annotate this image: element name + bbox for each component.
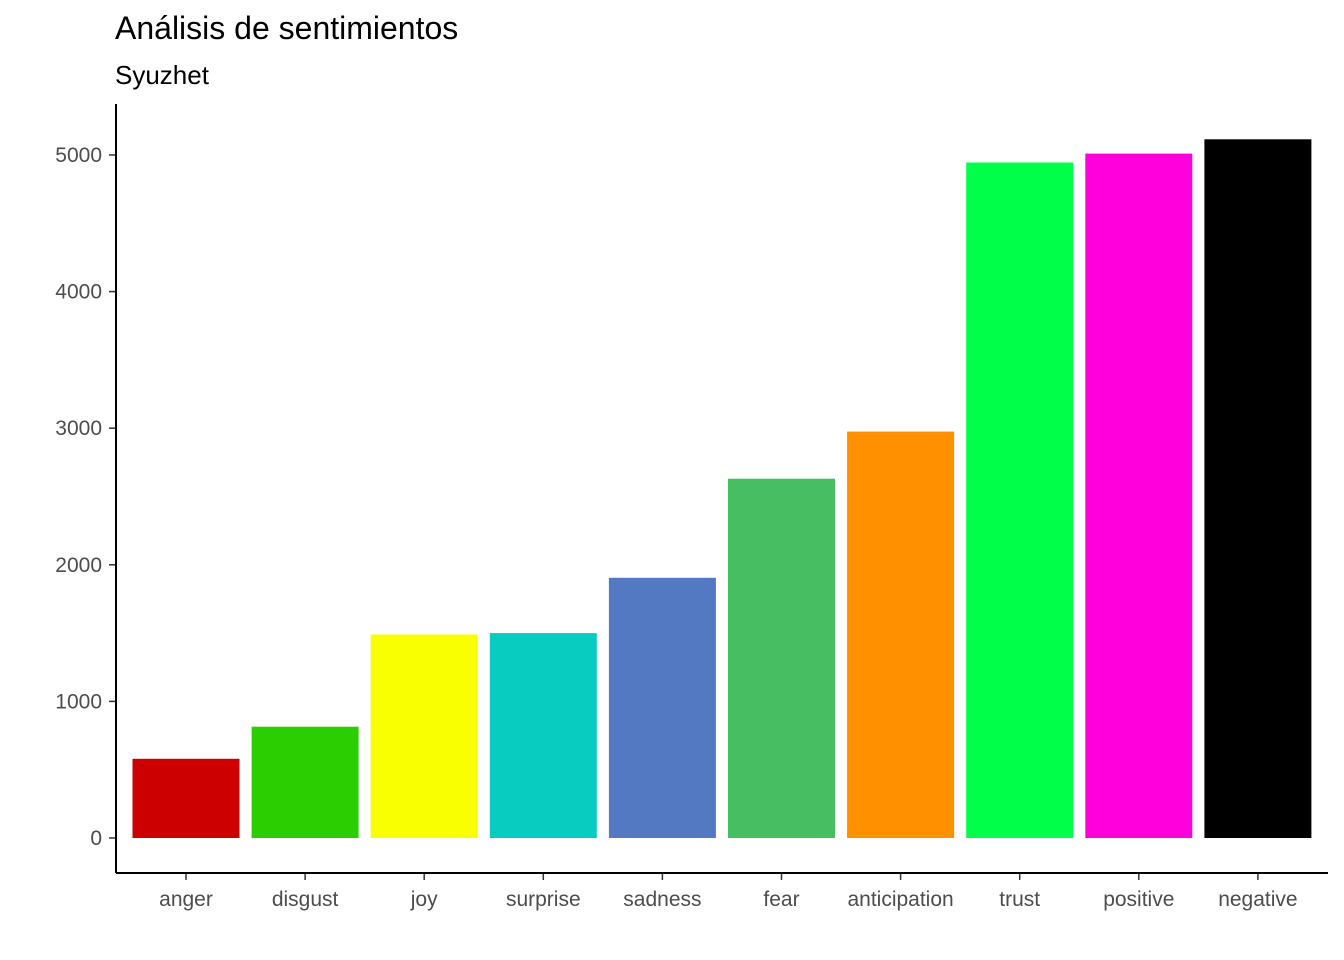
y-tick-label: 3000: [55, 417, 102, 440]
bar-disgust: [251, 726, 359, 838]
bar-anticipation: [847, 431, 955, 838]
x-tick-label: trust: [999, 888, 1040, 911]
x-tick-label: sadness: [623, 888, 701, 911]
x-tick-label: disgust: [272, 888, 339, 911]
bars-group: [132, 139, 1312, 839]
bar-negative: [1204, 139, 1312, 839]
x-tick-label: anticipation: [847, 888, 953, 911]
bar-joy: [370, 634, 478, 838]
x-tick-label: joy: [410, 888, 438, 911]
x-tick-label: anger: [159, 888, 213, 911]
y-tick-label: 4000: [55, 281, 102, 304]
y-tick-label: 0: [90, 827, 102, 850]
x-axis-ticks: anger disgust joy surprise sadness fear antici…: [159, 873, 1298, 911]
y-tick-label: 2000: [55, 554, 102, 577]
bar-sadness: [608, 577, 716, 838]
y-axis-ticks: 0 1000 2000 3000 4000 5000: [55, 144, 116, 850]
y-tick-label: 5000: [55, 144, 102, 167]
chart-subtitle: Syuzhet: [115, 60, 209, 90]
bar-positive: [1085, 153, 1193, 839]
x-tick-label: negative: [1218, 888, 1297, 911]
chart-title: Análisis de sentimientos: [115, 10, 459, 46]
bar-anger: [132, 758, 240, 838]
x-tick-label: fear: [763, 888, 799, 911]
bar-surprise: [489, 633, 597, 838]
bar-trust: [966, 162, 1074, 838]
bar-fear: [728, 478, 835, 838]
y-tick-label: 1000: [55, 690, 102, 713]
x-tick-label: positive: [1103, 888, 1174, 911]
x-tick-label: surprise: [506, 888, 581, 911]
